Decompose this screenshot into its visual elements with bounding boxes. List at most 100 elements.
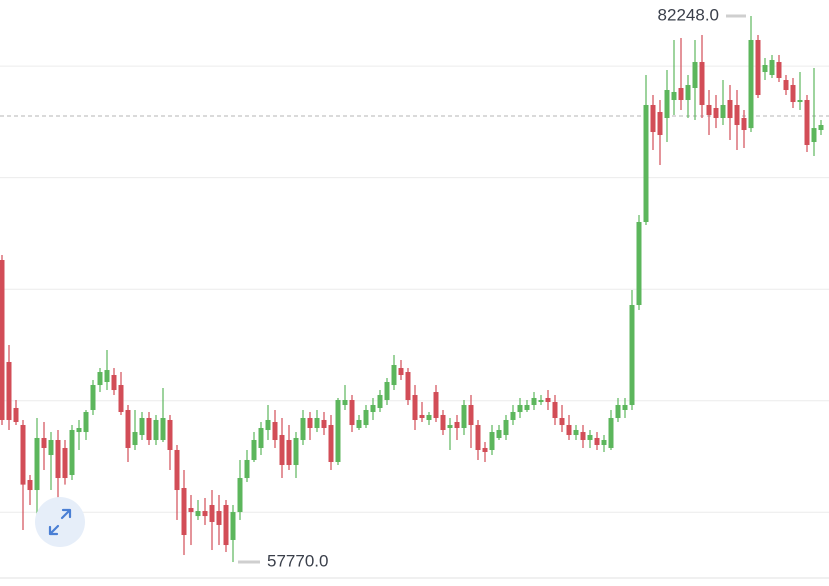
candle-body xyxy=(412,395,418,420)
candle-body xyxy=(293,437,299,466)
candle-body xyxy=(727,100,733,119)
candle-body xyxy=(41,437,47,448)
candle-body xyxy=(258,428,264,448)
candle-body xyxy=(468,405,474,426)
candle-body xyxy=(377,395,383,408)
candle-body xyxy=(307,418,313,429)
candle-body xyxy=(321,419,327,429)
candle-body xyxy=(237,478,243,513)
candle-body xyxy=(265,419,271,431)
candle-body xyxy=(594,437,600,445)
candle-body xyxy=(601,440,607,445)
candle-body xyxy=(181,488,187,536)
candle-body xyxy=(0,260,5,420)
candle-body xyxy=(90,385,96,410)
candle-body xyxy=(384,382,390,401)
candle-body xyxy=(811,128,817,143)
candle-body xyxy=(531,397,537,406)
candle-body xyxy=(510,412,516,420)
candle-body xyxy=(426,414,432,420)
candle-body xyxy=(97,372,103,386)
candle-body xyxy=(545,397,551,403)
expand-button-bg[interactable] xyxy=(35,497,85,547)
candle-body xyxy=(55,440,61,479)
candle-body xyxy=(776,62,782,79)
candle-body xyxy=(713,108,719,119)
expand-icon[interactable] xyxy=(48,508,72,536)
candle-body xyxy=(447,425,453,429)
candle-body xyxy=(622,405,628,410)
candle-body xyxy=(748,39,754,129)
candle-body xyxy=(419,414,425,419)
candle-body xyxy=(111,374,117,391)
candle-body xyxy=(629,305,635,406)
candle-body xyxy=(209,505,215,522)
candle-body xyxy=(454,422,460,429)
candle-body xyxy=(104,370,110,383)
candle-body xyxy=(279,435,285,466)
candle-body xyxy=(146,418,152,441)
candle-body xyxy=(363,409,369,426)
candle-body xyxy=(664,90,670,119)
candle-body xyxy=(769,60,775,75)
candle-body xyxy=(538,400,544,403)
candle-body xyxy=(356,419,362,429)
candle-body xyxy=(783,80,789,91)
candle-body xyxy=(349,400,355,426)
candle-body xyxy=(272,422,278,441)
candle-body xyxy=(790,85,796,103)
candle-body xyxy=(517,405,523,413)
candle-body xyxy=(391,365,397,386)
candle-body xyxy=(370,405,376,413)
candle-body xyxy=(251,440,257,460)
candle-body xyxy=(755,39,761,96)
candle-body xyxy=(125,409,131,448)
candle-body xyxy=(524,405,530,410)
candle-body xyxy=(559,418,565,426)
candle-body xyxy=(174,449,180,491)
candle-body xyxy=(230,512,236,540)
candle-body xyxy=(580,432,586,441)
candle-body xyxy=(314,418,320,429)
candle-body xyxy=(678,88,684,101)
candle-body xyxy=(657,112,663,136)
candle-body xyxy=(482,447,488,453)
candle-body xyxy=(153,419,159,441)
candle-body xyxy=(720,104,726,119)
candle-body xyxy=(202,511,208,517)
candle-body xyxy=(69,430,75,476)
annotations: 82248.0 57770.0 xyxy=(238,5,746,571)
candle-body xyxy=(741,118,747,131)
annotation-label: 57770.0 xyxy=(267,552,328,571)
candle-body xyxy=(797,100,803,103)
expand-button[interactable] xyxy=(35,497,85,547)
grid xyxy=(0,65,829,579)
candle-body xyxy=(76,428,82,433)
candle-body xyxy=(489,432,495,450)
candle-body xyxy=(643,104,649,222)
candle-body xyxy=(461,405,467,429)
candles xyxy=(0,15,824,563)
candle-body xyxy=(440,414,446,431)
candle-body xyxy=(699,62,705,105)
candle-body xyxy=(615,405,621,419)
candle-body xyxy=(48,440,54,456)
candle-body xyxy=(27,479,33,491)
candle-body xyxy=(328,425,334,462)
candle-body xyxy=(405,372,411,401)
candle-body xyxy=(552,402,558,419)
candle-body xyxy=(566,425,572,436)
candle-body xyxy=(132,432,138,445)
candle-body xyxy=(692,62,698,89)
candle-body xyxy=(503,419,509,436)
candle-body xyxy=(34,437,40,491)
candle-body xyxy=(244,459,250,479)
candle-body xyxy=(818,125,824,131)
candle-body xyxy=(804,100,810,145)
candle-body xyxy=(188,508,194,513)
candle-body xyxy=(762,65,768,73)
candle-body xyxy=(6,361,12,420)
candle-body xyxy=(118,385,124,413)
candle-body xyxy=(671,91,677,101)
